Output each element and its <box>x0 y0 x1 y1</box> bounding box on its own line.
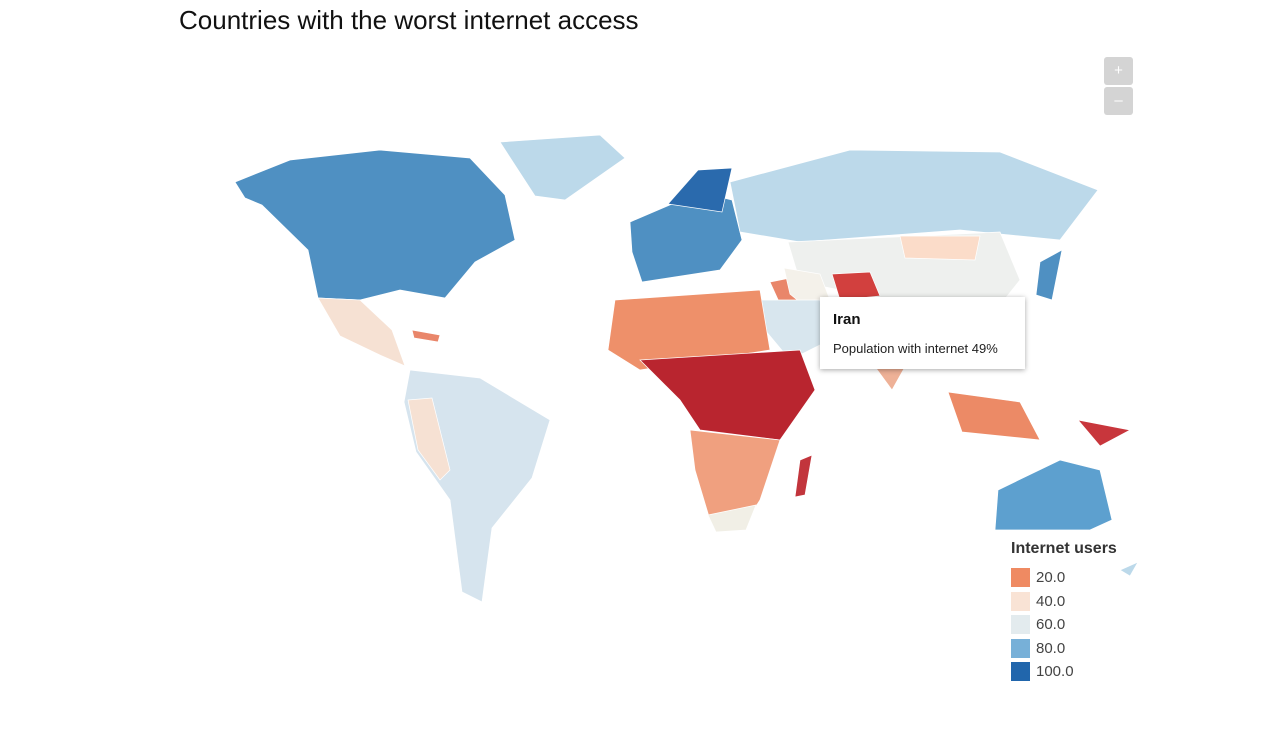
legend-label: 80.0 <box>1036 639 1066 657</box>
scandinavia <box>667 167 733 213</box>
legend-item: 40.0 <box>1011 590 1117 614</box>
legend-title: Internet users <box>1011 540 1117 557</box>
greenland <box>499 134 626 201</box>
new-zealand <box>1119 561 1139 577</box>
legend-swatch <box>1011 638 1030 658</box>
legend-item: 100.0 <box>1011 660 1117 684</box>
zoom-in[interactable]: + <box>1104 57 1133 85</box>
zoom-out[interactable]: – <box>1104 87 1133 115</box>
legend-label: 100.0 <box>1036 663 1074 681</box>
tooltip-text: Population with internet 49% <box>833 341 998 356</box>
mongolia <box>899 235 981 261</box>
legend: Internet users 20.0 40.0 60.0 80.0 100.0 <box>1011 540 1117 684</box>
legend-item: 20.0 <box>1011 566 1117 590</box>
legend-swatch <box>1011 568 1030 588</box>
tooltip: Iran Population with internet 49% <box>820 297 1025 369</box>
papua <box>1077 419 1132 447</box>
tooltip-title: Iran <box>833 311 861 328</box>
central-america <box>317 297 406 367</box>
andes <box>407 397 451 481</box>
title: Countries with the worst internet access <box>179 5 639 35</box>
madagascar <box>794 454 813 498</box>
japan <box>1035 249 1063 301</box>
legend-swatch <box>1011 662 1030 682</box>
legend-item: 80.0 <box>1011 637 1117 661</box>
indonesia <box>947 391 1041 441</box>
australia <box>994 459 1113 531</box>
legend-label: 20.0 <box>1036 569 1066 587</box>
south-africa <box>707 504 757 533</box>
north-america <box>234 149 516 301</box>
south-america <box>403 369 551 603</box>
central-africa <box>639 349 816 441</box>
legend-label: 40.0 <box>1036 592 1066 610</box>
afghanistan <box>831 271 881 301</box>
legend-label: 60.0 <box>1036 616 1066 634</box>
russia <box>729 149 1099 243</box>
legend-swatch <box>1011 615 1030 635</box>
caribbean <box>411 329 441 343</box>
legend-item: 60.0 <box>1011 613 1117 637</box>
legend-swatch <box>1011 591 1030 611</box>
